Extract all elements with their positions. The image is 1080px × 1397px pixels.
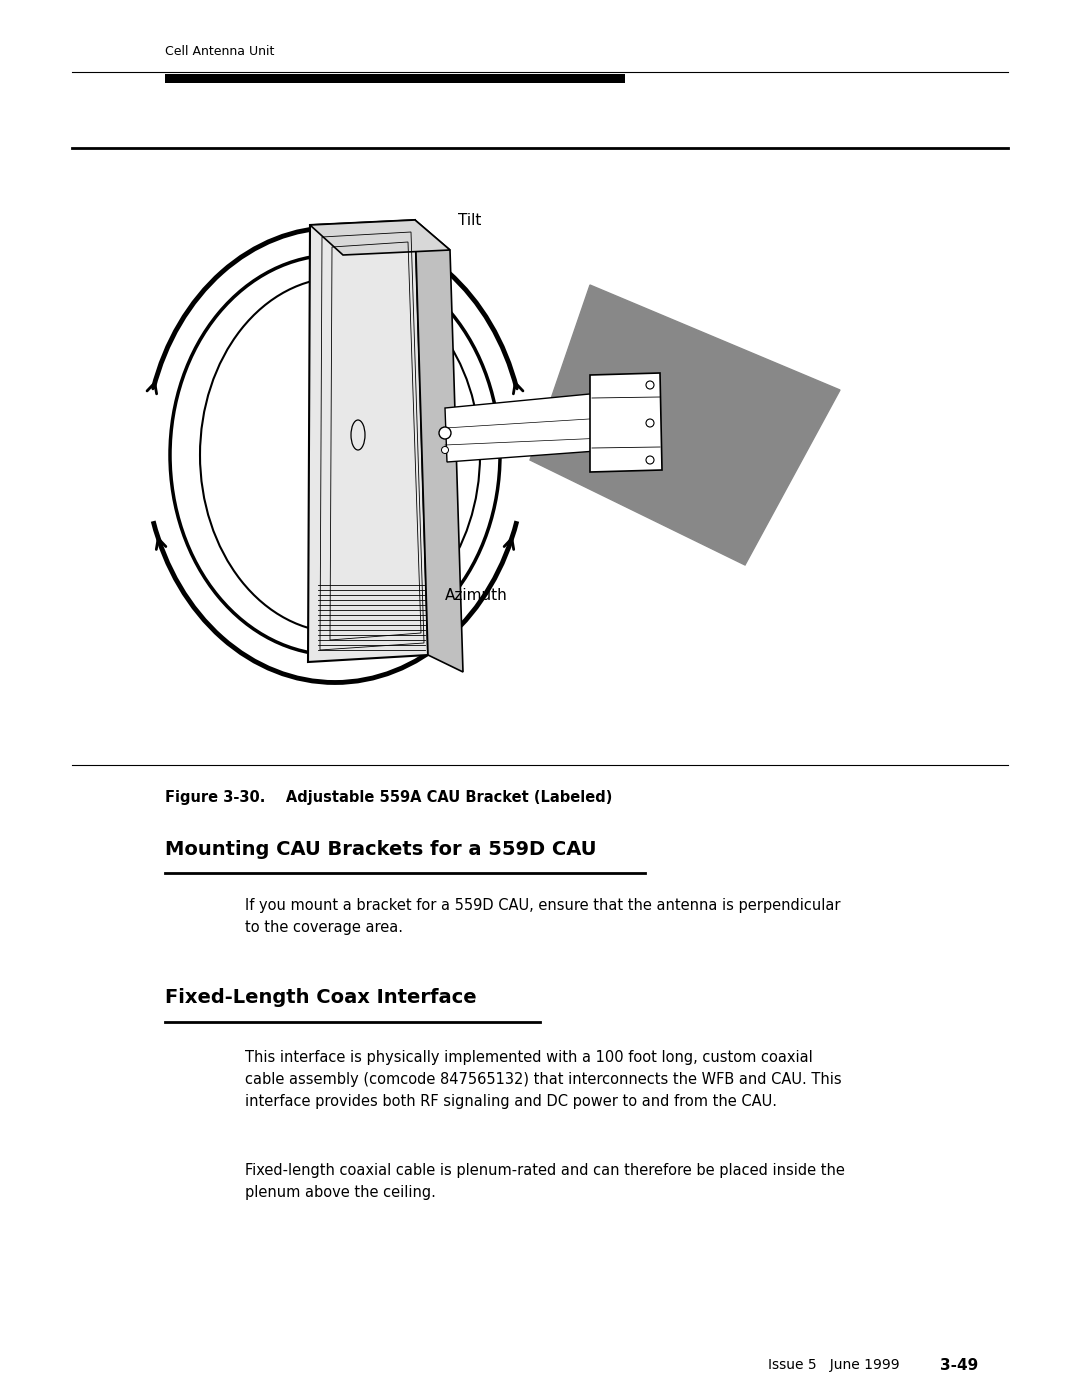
Text: Azimuth: Azimuth: [445, 588, 508, 604]
Polygon shape: [310, 219, 450, 256]
Circle shape: [438, 427, 451, 439]
Text: Issue 5   June 1999: Issue 5 June 1999: [768, 1358, 900, 1372]
Polygon shape: [590, 373, 662, 472]
Text: If you mount a bracket for a 559D CAU, ensure that the antenna is perpendicular
: If you mount a bracket for a 559D CAU, e…: [245, 898, 840, 935]
Text: Figure 3-30.    Adjustable 559A CAU Bracket (Labeled): Figure 3-30. Adjustable 559A CAU Bracket…: [165, 789, 612, 805]
Bar: [165, 74, 625, 82]
Circle shape: [646, 455, 654, 464]
Text: Mounting CAU Brackets for a 559D CAU: Mounting CAU Brackets for a 559D CAU: [165, 840, 596, 859]
Polygon shape: [445, 393, 610, 462]
Text: Cell Antenna Unit: Cell Antenna Unit: [165, 45, 274, 59]
Text: Fixed-length coaxial cable is plenum-rated and can therefore be placed inside th: Fixed-length coaxial cable is plenum-rat…: [245, 1162, 845, 1200]
Circle shape: [646, 419, 654, 427]
Text: This interface is physically implemented with a 100 foot long, custom coaxial
ca: This interface is physically implemented…: [245, 1051, 841, 1109]
Circle shape: [646, 381, 654, 388]
Text: Fixed-Length Coax Interface: Fixed-Length Coax Interface: [165, 988, 476, 1007]
Circle shape: [442, 447, 448, 454]
Ellipse shape: [200, 278, 480, 633]
Text: 3-49: 3-49: [940, 1358, 978, 1373]
Polygon shape: [530, 285, 840, 564]
Text: Tilt: Tilt: [458, 212, 482, 228]
Polygon shape: [308, 219, 428, 662]
Polygon shape: [415, 219, 463, 672]
